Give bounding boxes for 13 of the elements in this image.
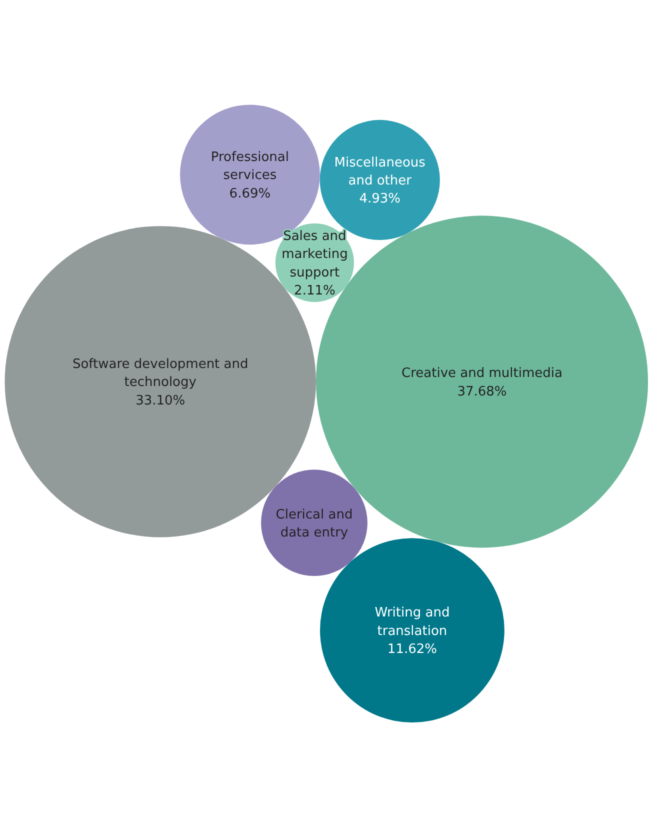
- category-label: Miscellaneous and other: [334, 155, 426, 189]
- category-label: Sales and marketing support: [282, 228, 348, 280]
- category-label: Professional services: [210, 150, 290, 184]
- data-label: 6.69%: [229, 186, 271, 202]
- data-label: 11.62%: [387, 642, 437, 658]
- data-label: 2.11%: [294, 284, 336, 299]
- category-label: Software development and technology: [72, 357, 248, 390]
- category-label: Writing and translation: [374, 606, 450, 639]
- category-label: Creative and multimedia: [402, 366, 562, 382]
- data-label: 33.10%: [136, 393, 186, 408]
- category-label: Clerical and data entry: [276, 507, 353, 540]
- data-label: 37.68%: [457, 384, 507, 400]
- data-label: 4.93%: [359, 192, 401, 207]
